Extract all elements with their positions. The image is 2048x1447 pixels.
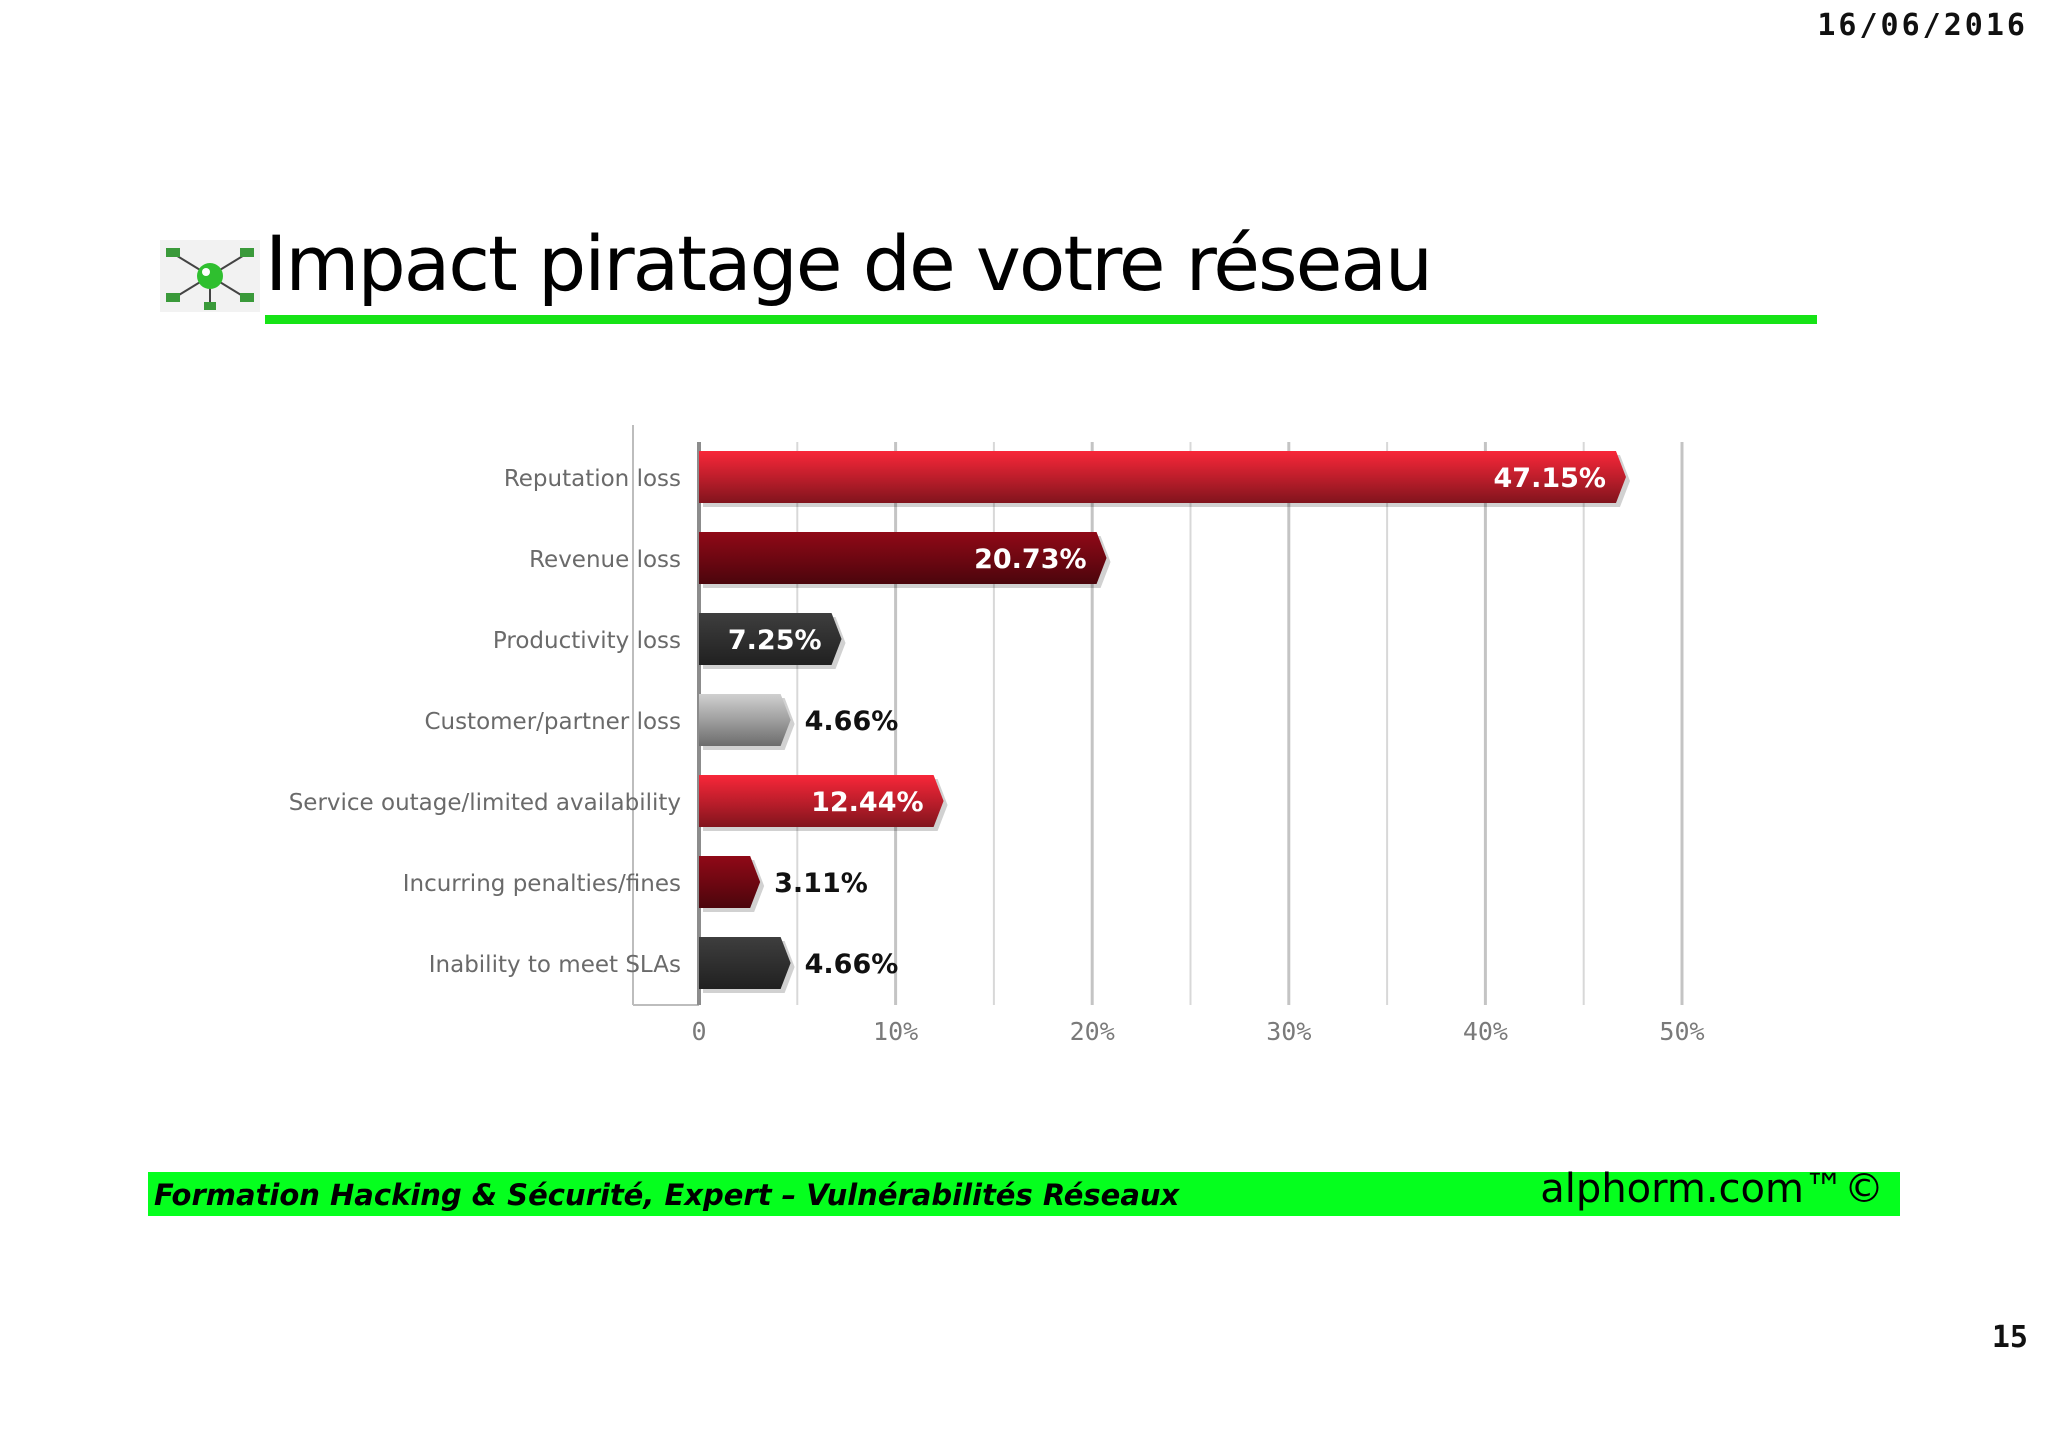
category-label: Revenue loss [529,547,681,573]
bar-value-label: 3.11% [774,868,868,899]
bar-value-label: 20.73% [974,544,1086,575]
bar-value-label: 4.66% [805,949,899,980]
page-number: 15 [1991,1320,2028,1355]
bar [699,613,842,665]
bar-value-label: 47.15% [1494,463,1606,494]
category-label: Inability to meet SLAs [429,952,681,978]
category-label: Incurring penalties/fines [403,871,681,897]
x-tick-label: 20% [1070,1017,1115,1046]
category-label: Customer/partner loss [424,709,681,735]
footer-brand: alphorm.com™© [1540,1166,1884,1212]
network-icon [160,240,260,312]
bar [699,532,1107,584]
bar [699,937,791,989]
category-label: Productivity loss [493,628,681,654]
x-tick-label: 40% [1463,1017,1508,1046]
title-underline [265,315,1817,324]
category-label: Service outage/limited availability [289,790,681,816]
x-tick-label: 0 [691,1017,706,1046]
slide-title: Impact piratage de votre réseau [265,219,1433,308]
footer-bar: Formation Hacking & Sécurité, Expert – V… [148,1166,1900,1216]
bar [699,775,944,827]
bar-value-label: 7.25% [728,625,822,656]
x-tick-label: 10% [873,1017,918,1046]
bar [699,451,1626,503]
footer-course-title: Formation Hacking & Sécurité, Expert – V… [154,1178,1180,1212]
x-tick-label: 50% [1659,1017,1704,1046]
bar-value-label: 4.66% [805,706,899,737]
bar [699,694,791,746]
category-label: Reputation loss [504,466,681,492]
slide-date: 16/06/2016 [1817,8,2028,43]
bar [699,856,761,908]
bar-value-label: 12.44% [811,787,923,818]
x-tick-label: 30% [1266,1017,1311,1046]
